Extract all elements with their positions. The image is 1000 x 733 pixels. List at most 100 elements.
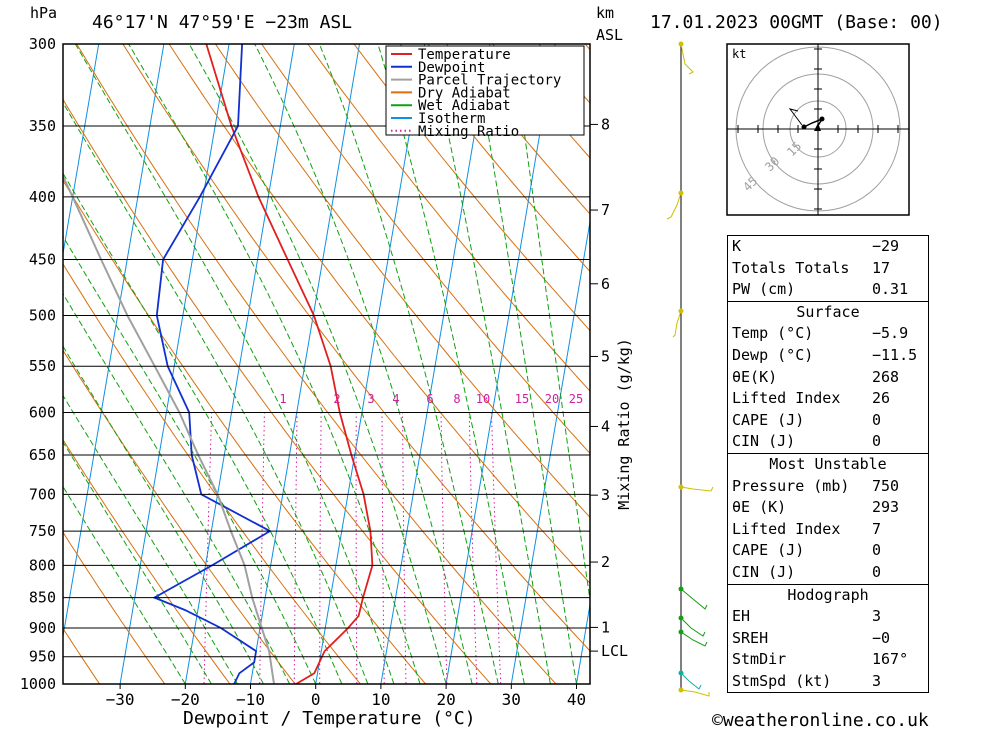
- legend-item-label: Mixing Ratio: [418, 124, 519, 140]
- hodograph-point: [819, 116, 825, 122]
- hodo-label: StmSpd (kt): [732, 671, 832, 690]
- wind-barb: [680, 631, 708, 647]
- parcel-trajectory-line: [63, 174, 276, 684]
- hodograph-point: [801, 124, 807, 130]
- surface-label: CAPE (J): [732, 410, 805, 429]
- pressure-tick-label: 850: [29, 589, 56, 607]
- mixing-ratio-line: [381, 412, 385, 684]
- mixing-ratio-line: [355, 412, 358, 684]
- surface-row: Temp (°C) −5.9: [728, 323, 928, 345]
- temperature-tick-label: 20: [436, 690, 455, 709]
- hpa-axis-label: hPa: [30, 4, 58, 22]
- wet-adiabat-line: [472, 44, 577, 684]
- mu-row: CIN (J) 0: [728, 562, 928, 584]
- asl-axis-label: ASL: [596, 26, 624, 44]
- surface-row: CIN (J) 0: [728, 431, 928, 453]
- wind-barb: [680, 689, 710, 697]
- km-tick-label: 5: [601, 347, 610, 365]
- surface-row: Dewp (°C) −11.5: [728, 345, 928, 367]
- index-label: K: [732, 237, 742, 255]
- legend-item-label: Parcel Trajectory: [418, 73, 561, 89]
- temperature-tick-label: −10: [236, 690, 265, 709]
- mixing-ratio-value-label: 6: [426, 392, 433, 406]
- hodograph-trace-tail: [788, 108, 803, 126]
- isotherm-line: [63, 44, 165, 640]
- mu-value: 293: [872, 498, 900, 517]
- legend-item-label: Wet Adiabat: [418, 98, 511, 114]
- wet-adiabat-line: [63, 441, 212, 684]
- mixing-ratio-value-label: 8: [453, 392, 460, 406]
- wind-barb: [680, 588, 708, 610]
- surface-label: Dewp (°C): [732, 345, 814, 364]
- wet-adiabat-line: [63, 172, 343, 684]
- dry-adiabat-line: [63, 627, 101, 684]
- mu-value: 0: [872, 562, 882, 581]
- mixing-ratio-line: [259, 412, 265, 684]
- mixing-ratio-value-label: 15: [515, 392, 529, 406]
- isotherm-line: [249, 44, 361, 684]
- surface-value: 268: [872, 367, 900, 386]
- mu-row: CAPE (J) 0: [728, 540, 928, 562]
- pressure-tick-label: 650: [29, 446, 56, 464]
- pressure-tick-label: 550: [29, 357, 56, 375]
- temperature-tick-label: 0: [311, 690, 321, 709]
- surface-value: 0: [872, 432, 882, 451]
- dry-adiabat-line: [260, 44, 590, 455]
- wet-adiabat-line: [254, 44, 473, 684]
- hodograph-trace: [803, 117, 824, 130]
- km-tick-label: 6: [601, 275, 610, 293]
- dry-adiabat-line: [63, 349, 296, 684]
- temperature-tick-label: −30: [106, 690, 135, 709]
- mixing-ratio-line: [203, 412, 213, 684]
- mixing-ratio-value-label: 2: [333, 392, 340, 406]
- pressure-tick-label: 300: [29, 35, 56, 53]
- surface-row: Lifted Index 26: [728, 388, 928, 410]
- wet-adiabat-line: [63, 292, 291, 684]
- hodo-value: 3: [872, 671, 882, 690]
- mu-row: Lifted Index 7: [728, 519, 928, 541]
- isotherm-line: [184, 44, 295, 684]
- plot-frame: [62, 43, 591, 685]
- legend-box: [385, 45, 585, 136]
- km-tick-label: 7: [601, 201, 610, 219]
- indices-table: K −29 Totals Totals 17 PW (cm) 0.31 Surface…: [727, 235, 929, 694]
- hodograph-section: Hodograph EH 3 SREH −0 StmDir 167° StmSpd (…: [728, 583, 928, 693]
- dry-adiabat-line: [307, 44, 590, 392]
- wet-adiabat-line: [511, 44, 590, 604]
- location-title: 46°17'N 47°59'E −23m ASL: [92, 12, 353, 33]
- surface-value: −11.5: [872, 345, 918, 364]
- credit-text: ©weatheronline.co.uk: [712, 710, 929, 731]
- mixing-ratio-value-label: 4: [392, 392, 399, 406]
- mixing-ratio-value-label: 1: [279, 392, 286, 406]
- mu-row: Pressure (mb) 750: [728, 476, 928, 498]
- wind-barb: [680, 43, 694, 75]
- surface-label: CIN (J): [732, 432, 796, 451]
- isotherm-line: [510, 218, 590, 684]
- most-unstable-section: Most Unstable Pressure (mb) 750 θE (K) 293…: [728, 452, 928, 584]
- mu-row: θE (K) 293: [728, 497, 928, 519]
- wind-barb: [672, 310, 682, 338]
- dry-adiabat-line: [76, 44, 557, 684]
- index-value: −29: [872, 237, 900, 255]
- wind-barb: [680, 617, 706, 637]
- pressure-tick-label: 800: [29, 556, 56, 574]
- km-axis-label: km: [596, 4, 615, 22]
- temperature-line: [205, 44, 374, 684]
- index-label: PW (cm): [732, 280, 796, 299]
- mixing-ratio-line: [293, 412, 298, 684]
- pressure-tick-label: 400: [29, 188, 56, 206]
- legend-item-label: Dewpoint: [418, 60, 485, 76]
- mixing-ratio-line: [319, 412, 322, 684]
- wet-adiabat-line: [63, 394, 238, 684]
- hodo-label: EH: [732, 607, 751, 626]
- temperature-tick-label: −20: [171, 690, 200, 709]
- pressure-tick-label: 500: [29, 307, 56, 325]
- surface-section: Surface Temp (°C) −5.9 Dewp (°C) −11.5 θE(…: [728, 300, 928, 453]
- surface-label: Lifted Index: [732, 389, 841, 408]
- hodo-label: SREH: [732, 628, 769, 647]
- pressure-tick-label: 600: [29, 403, 56, 421]
- wet-adiabat-line: [318, 44, 499, 684]
- wet-adiabat-line: [188, 44, 447, 684]
- mixing-ratio-value-label: 25: [569, 392, 583, 406]
- km-tick-label: 4: [601, 417, 610, 435]
